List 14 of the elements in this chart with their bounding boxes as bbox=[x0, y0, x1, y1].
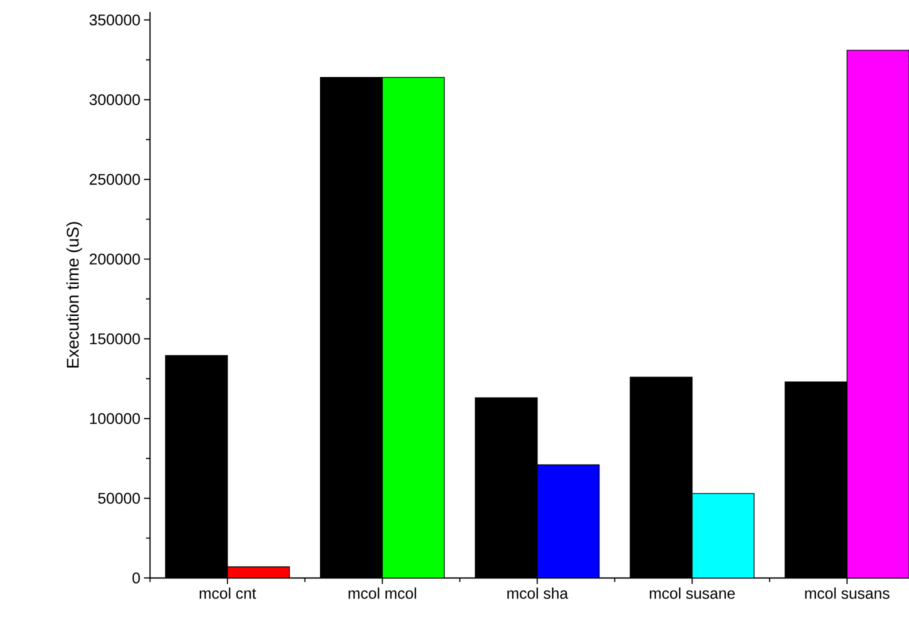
x-tick-label: mcol susane bbox=[650, 588, 735, 599]
x-tick-label: mcol susans bbox=[805, 588, 890, 599]
y-tick-label: 50000 bbox=[98, 492, 140, 504]
x-tick-label: mcol cnt bbox=[200, 588, 256, 599]
x-tick-label: mcol mcol bbox=[348, 588, 416, 599]
y-tick-label: 350000 bbox=[90, 14, 140, 26]
y-axis-title: Execution time (uS) bbox=[66, 222, 82, 368]
y-tick-label: 300000 bbox=[90, 94, 140, 106]
y-tick-label: 100000 bbox=[90, 413, 140, 424]
y-tick-label: 250000 bbox=[90, 174, 140, 185]
y-tick-label: 0 bbox=[132, 572, 140, 584]
y-tick-label: 200000 bbox=[90, 254, 140, 265]
x-tick-label: mcol sha bbox=[507, 588, 568, 599]
y-tick-label: 150000 bbox=[90, 333, 140, 344]
